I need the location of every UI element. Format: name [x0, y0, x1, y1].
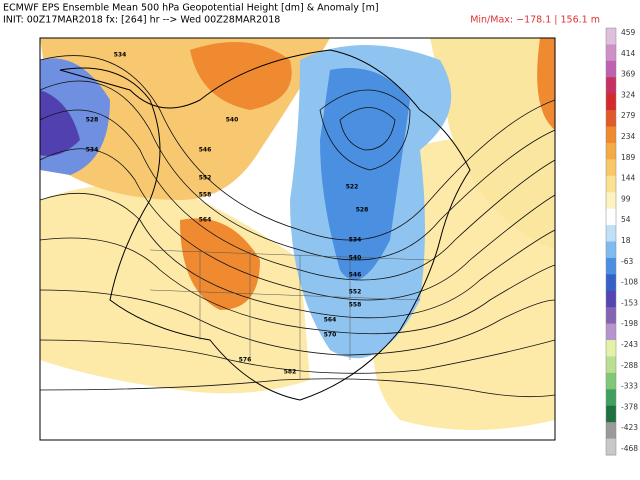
contour-label: 528 [356, 207, 369, 214]
anomaly-negative [40, 90, 80, 156]
colorbar-label: -333 [621, 382, 638, 391]
contour-label: 546 [349, 272, 362, 279]
colorbar-swatch [606, 28, 616, 45]
min-max: Min/Max: −178.1 | 156.1 m [470, 15, 600, 26]
colorbar-swatch [606, 422, 616, 440]
contour-label: 528 [86, 117, 99, 124]
contour-label: 558 [349, 302, 362, 309]
colorbar-label: -288 [621, 361, 638, 370]
anomaly-positive [430, 38, 555, 250]
colorbar-swatch [606, 290, 616, 308]
colorbar-label: 324 [621, 90, 636, 99]
colorbar-label: -198 [621, 319, 638, 328]
colorbar-swatch [606, 372, 616, 390]
colorbar-label: -153 [621, 298, 638, 307]
map-init: INIT: 00Z17MAR2018 fx: [264] hr --> Wed … [3, 15, 280, 26]
colorbar-swatch [606, 60, 616, 78]
contour-label: 576 [239, 357, 252, 364]
colorbar-label: 234 [621, 132, 636, 141]
colorbar-swatch [606, 340, 616, 357]
colorbar-label: 99 [621, 194, 631, 203]
colorbar-label: 414 [621, 49, 636, 58]
contour-label: 522 [346, 184, 359, 191]
borders [149, 249, 431, 380]
colorbar-swatch [606, 142, 616, 160]
colorbar-label: -63 [621, 257, 633, 266]
colorbar-swatch [606, 225, 616, 242]
colorbar-label: 459 [621, 28, 636, 37]
anomaly-positive [190, 42, 292, 110]
contour-label: 540 [349, 255, 362, 262]
contour-label: 552 [199, 175, 212, 182]
colorbar-label: 144 [621, 174, 636, 183]
contour-label: 546 [199, 147, 212, 154]
colorbar-frame [605, 27, 617, 456]
map-frame [39, 37, 556, 441]
colorbar-swatch [606, 93, 616, 111]
colorbar-swatch [606, 208, 616, 226]
colorbar-swatch [606, 307, 616, 325]
anomaly-positive [40, 185, 310, 394]
contour-label: 534 [114, 52, 127, 59]
colorbar-label: 189 [621, 153, 636, 162]
colorbar-label: 369 [621, 70, 636, 79]
colorbar-swatch [606, 77, 616, 95]
map-field [40, 38, 555, 440]
colorbar-swatch [606, 257, 616, 275]
coastline [59, 49, 471, 401]
colorbar-label: 18 [621, 236, 631, 245]
contour-label: 570 [324, 332, 337, 339]
colorbar-label: -378 [621, 402, 638, 411]
anomaly-positive [537, 38, 555, 130]
colorbar-swatch [606, 110, 616, 128]
colorbar-swatch [606, 241, 616, 259]
colorbar-swatch [606, 438, 616, 456]
colorbar-swatch [606, 175, 616, 193]
contour-label: 564 [324, 317, 337, 324]
colorbar-swatch [606, 356, 616, 374]
colorbar-label: -108 [621, 278, 638, 287]
contour-label: 564 [199, 217, 212, 224]
colorbar-label: 54 [621, 215, 631, 224]
colorbar-label: -243 [621, 340, 638, 349]
colorbar-label: -468 [621, 444, 638, 453]
colorbar-swatch [606, 274, 616, 292]
contour-label: 534 [349, 237, 362, 244]
colorbar-swatch [606, 126, 616, 144]
colorbar-swatch [606, 323, 616, 341]
colorbar-swatch [606, 44, 616, 62]
colorbar-swatch [606, 389, 616, 407]
contour-label: 552 [349, 289, 362, 296]
contour-label: 534 [86, 147, 99, 154]
colorbar-label: -423 [621, 423, 638, 432]
colorbar-swatch [606, 405, 616, 423]
anomaly-negative [320, 68, 410, 280]
contour-label: 540 [226, 117, 239, 124]
contour-label: 558 [199, 192, 212, 199]
contour-label: 582 [284, 369, 297, 376]
colorbar-swatch [606, 159, 616, 177]
colorbar-label: 279 [621, 111, 636, 120]
map-title: ECMWF EPS Ensemble Mean 500 hPa Geopoten… [3, 3, 379, 14]
colorbar-swatch [606, 192, 616, 210]
